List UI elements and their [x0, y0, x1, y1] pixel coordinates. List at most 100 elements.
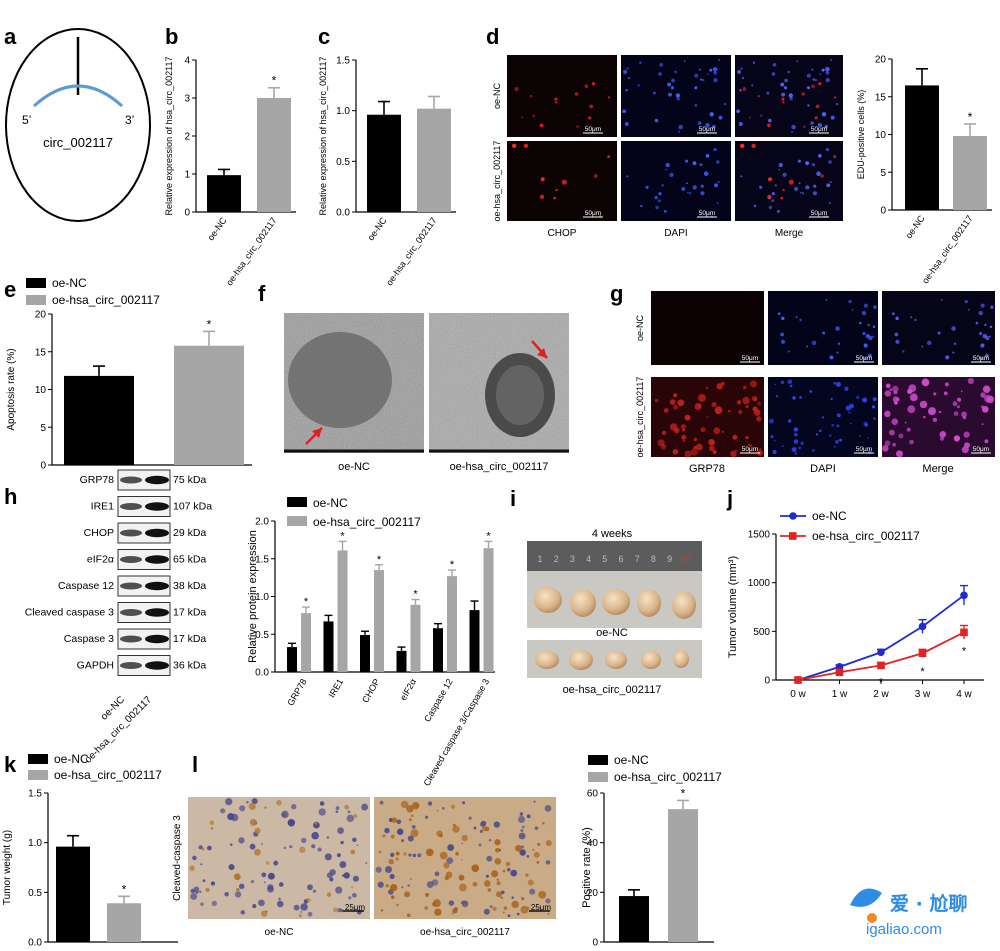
g-oe-merge-cell: [963, 431, 970, 438]
d-nc-merge-cell: [736, 69, 742, 74]
blot-protein-1: IRE1: [91, 501, 115, 513]
ihc-nc-nucleus: [238, 837, 245, 844]
d-oe-chop-cell: [555, 188, 558, 192]
d-oe-merge-cell: [811, 163, 815, 167]
ihc-oe-nucleus: [507, 914, 511, 918]
g-oe-merge-cell: [898, 433, 904, 439]
ihc-nc-stain: [351, 886, 354, 889]
d-oe-merge-cell: [776, 209, 780, 213]
ihc-oe-nucleus: [488, 838, 492, 842]
ihc-oe-nucleus: [411, 825, 416, 829]
ihc-oe-nucleus: [446, 857, 454, 864]
d-nc-chop-cell: [530, 95, 533, 98]
g-oe-grp78-cell: [747, 443, 751, 447]
g-oe-grp78-cell: [673, 393, 678, 398]
d-nc-merge-red: [803, 125, 806, 128]
d-nc-chop-cell: [555, 101, 558, 104]
g-cell-dots: [654, 298, 995, 458]
d-nc-merge-red: [767, 123, 771, 128]
d-oe-merge-red: [767, 194, 772, 199]
k-ytick-label: 1.5: [28, 789, 42, 800]
d-oe-merge: [735, 141, 843, 221]
ihc-oe-stain: [511, 900, 519, 909]
i-ruler-num-3: 4: [586, 554, 591, 564]
g-oe-merge-cell: [943, 391, 948, 396]
ihc-nuclei: [189, 798, 552, 918]
g-oe-grp78-cell: [757, 401, 761, 406]
ihc-nc-stain: [210, 827, 214, 830]
d-sig-1: *: [968, 110, 973, 124]
g-oe-merge-cell: [906, 427, 911, 432]
d-nc-dapi-cell: [676, 97, 680, 101]
d-oe-chop-cell: [553, 196, 556, 200]
g-nc-grp78: [651, 291, 764, 365]
ihc-oe-nucleus: [521, 825, 525, 829]
i-ruler-num-7: 8: [651, 554, 656, 564]
d-nc-merge-red: [815, 104, 820, 109]
i-tumor-nc-3: [637, 589, 661, 617]
b-ytick-label: 2: [184, 132, 190, 143]
panel-h-blot: GRP78 75 kDa IRE1 107 kDa CHOP 29 kDa eIF2α 65 …: [25, 469, 212, 676]
d-nc-dapi-cell: [698, 68, 701, 71]
ihc-oe-stain: [525, 873, 529, 877]
g-oe-dapi-cell: [798, 446, 801, 450]
i-tumor-nc-1: [570, 589, 596, 617]
g-oe-dapi-cell: [867, 437, 869, 439]
d-nc-dapi-cell: [709, 68, 713, 72]
h-bar-0-0: [287, 647, 297, 672]
b-sig-1: *: [272, 74, 277, 88]
d-nc-merge-cell: [819, 73, 821, 75]
d-nc-dapi-cell: [697, 121, 702, 125]
ihc-nc-stain: [350, 849, 356, 855]
d-nc-merge-cell: [824, 124, 828, 129]
blot-band-nc-3: [120, 556, 142, 563]
g-oe-grp78-cell: [706, 416, 709, 418]
ihc-oe-nucleus: [389, 873, 395, 880]
h-bar-2-1: [374, 570, 384, 672]
d-nc-merge-cell: [814, 78, 817, 82]
k-sig-1: *: [122, 882, 127, 896]
g-nc-merge-cell: [940, 298, 943, 301]
g-oe-merge-cell: [932, 417, 938, 423]
ihc-nc-nucleus: [336, 853, 341, 858]
ihc-oe-stain: [545, 840, 552, 847]
ihc-nc-nucleus: [228, 864, 235, 871]
b-bar-1: [257, 98, 291, 212]
tem-nc-arrowhead: [312, 428, 322, 438]
d-xlabel-1: oe-hsa_circ_002117: [920, 213, 975, 285]
ihc-oe-nucleus: [375, 866, 382, 873]
ihc-oe-nucleus: [442, 806, 445, 810]
blot-protein-6: Caspase 3: [64, 633, 114, 645]
ihc-oe-stain: [386, 868, 389, 871]
j-xtick-label-1: 1 w: [832, 689, 848, 700]
ihc-nc-nucleus: [261, 872, 267, 878]
h-xlabel-1: IRE1: [327, 677, 346, 699]
blot-protein-2: CHOP: [84, 527, 114, 539]
ihc-oe-stain: [533, 851, 540, 858]
d-oe-merge-red: [751, 143, 756, 149]
g-oe-merge-cell: [953, 411, 959, 416]
g-oe-merge-cell: [921, 378, 930, 387]
g-oe-grp78-cell: [727, 409, 731, 413]
ihc-oe-nucleus: [461, 842, 464, 845]
b-ytick-label: 4: [184, 56, 190, 67]
d-nc-merge-cell: [780, 82, 785, 87]
ihc-nc-nucleus: [281, 810, 289, 819]
ihc-nc-nucleus: [283, 846, 287, 850]
k-bar-0: [56, 846, 90, 942]
j-point-1-0: [794, 676, 802, 684]
ihc-oe-nucleus: [489, 905, 493, 909]
blot-strip-1: [117, 496, 171, 517]
chart-l-positive-rate: 0 20 40 60 Positive rate (%) * oe-NC oe-hsa_cir…: [581, 753, 722, 949]
d-oe-dapi-cell: [703, 171, 709, 177]
l-ytick-label: 20: [587, 888, 599, 899]
d-oe-dapi-cell: [716, 160, 720, 164]
d-nc-merge-cell: [788, 93, 794, 98]
g-oe-dapi-cell: [830, 397, 833, 401]
ihc-nc-nucleus: [361, 803, 369, 811]
ihc-oe-stain: [380, 909, 384, 912]
ihc-nc-nucleus: [238, 883, 245, 890]
g-oe-grp78-cell: [745, 405, 749, 409]
g-oe-merge-cell: [909, 439, 914, 445]
blot-strip-3: [117, 549, 171, 570]
